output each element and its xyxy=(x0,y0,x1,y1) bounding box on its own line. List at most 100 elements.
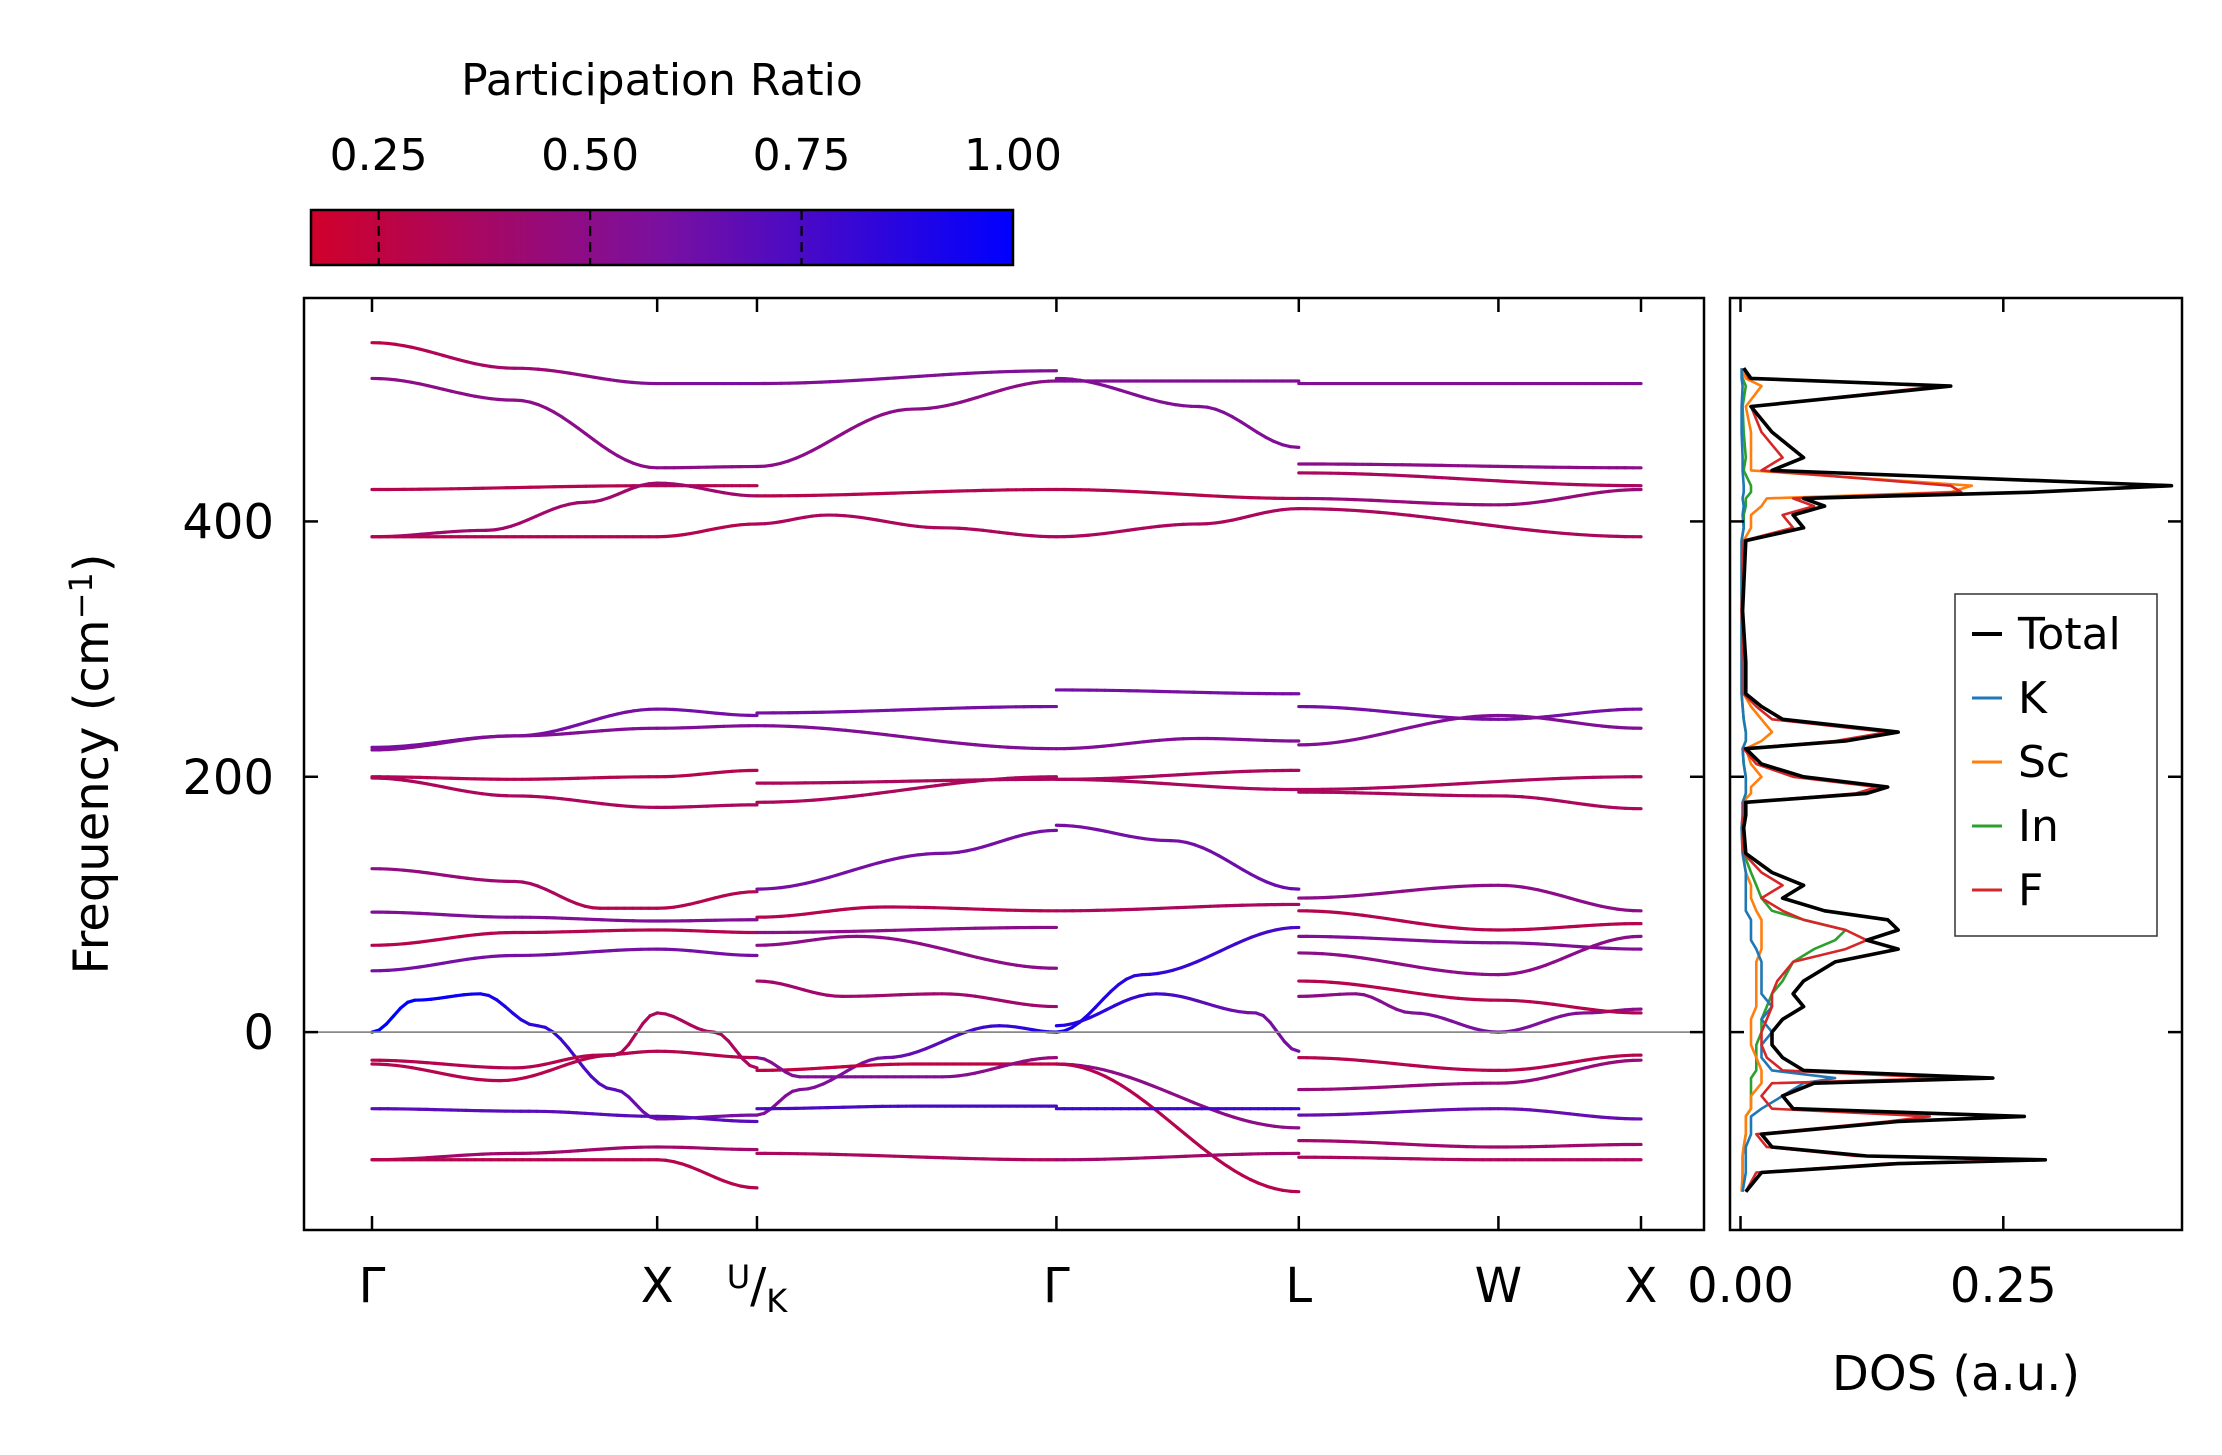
band-segment xyxy=(1184,1132,1196,1143)
band-c6 xyxy=(755,724,1059,751)
band-segment xyxy=(589,1074,601,1086)
x-tick-label: X xyxy=(641,1258,674,1314)
dos-series-total xyxy=(1740,367,2174,1193)
band-segment xyxy=(719,1032,731,1043)
band-plot-frame xyxy=(302,296,1706,1232)
band-b7 xyxy=(370,724,759,752)
band-e8 xyxy=(1297,775,1643,792)
band-segment xyxy=(627,1032,638,1047)
x-tick-label: W xyxy=(1475,1258,1522,1314)
band-c3 xyxy=(755,487,1059,498)
band-e13 xyxy=(1297,934,1643,977)
band-segment xyxy=(576,426,588,436)
legend-frame xyxy=(1954,593,2158,937)
dos-series-k xyxy=(1740,368,1837,1192)
band-e9 xyxy=(1297,790,1643,811)
dos-x-ticks: 0.00 0.25 xyxy=(1687,298,2057,1314)
band-segment xyxy=(1143,1100,1155,1110)
band-segment xyxy=(1109,982,1121,994)
dos-axis-label: DOS (a.u.) xyxy=(1832,1346,2080,1402)
legend-label-sc: Sc xyxy=(2018,737,2070,788)
band-segment xyxy=(495,998,507,1008)
band-e11 xyxy=(1297,909,1643,932)
band-segment xyxy=(1192,1139,1204,1150)
y-tick-label: 200 xyxy=(182,750,274,806)
band-segment xyxy=(511,1011,523,1022)
colorbar-ticks: 0.25 0.50 0.75 1.00 xyxy=(330,130,1062,265)
x-tick-label: X xyxy=(1625,1258,1658,1314)
band-segment xyxy=(566,1046,578,1060)
y-label-superscript: −1 xyxy=(62,572,100,619)
band-c4 xyxy=(755,513,1059,539)
band-d8 xyxy=(1054,777,1301,792)
band-d16 xyxy=(1054,1151,1301,1162)
dos-legend: Total K Sc In F xyxy=(1954,593,2158,937)
band-b4 xyxy=(370,481,759,539)
band-segment xyxy=(584,432,596,442)
x-tick-label: U/K xyxy=(727,1258,789,1320)
band-segment xyxy=(634,1102,645,1114)
x-tick-label: Γ xyxy=(359,1258,386,1314)
band-e12 xyxy=(1297,934,1643,951)
x-tick-label: L xyxy=(1285,1258,1312,1314)
colorbar-bar xyxy=(309,208,1015,267)
band-e19 xyxy=(1297,1139,1643,1149)
band-e20 xyxy=(1297,1155,1643,1162)
band-b1 xyxy=(370,341,759,386)
band-e17 xyxy=(1297,1058,1643,1092)
band-e5 xyxy=(1297,507,1643,539)
band-segment xyxy=(1085,1005,1097,1017)
band-e4 xyxy=(1297,487,1643,507)
dos-y-ticks xyxy=(1730,520,2182,1034)
band-segment xyxy=(503,1004,515,1015)
band-segment xyxy=(619,1042,631,1054)
band-segment xyxy=(733,1048,745,1061)
dos-x-tick-label: 0.25 xyxy=(1950,1258,2057,1314)
band-b5 xyxy=(370,522,759,539)
band-b11 xyxy=(370,910,759,923)
band-segment xyxy=(627,1095,638,1106)
legend-label-in: In xyxy=(2018,801,2059,852)
colorbar-title: Participation Ratio xyxy=(461,55,863,106)
colorbar-tick-label: 1.00 xyxy=(964,130,1062,181)
colorbar-tick-label: 0.25 xyxy=(330,130,428,181)
band-segment xyxy=(748,1063,759,1070)
band-segment xyxy=(1275,1030,1287,1044)
band-b16 xyxy=(370,1011,759,1083)
band-c10 xyxy=(755,905,1059,919)
y-tick-label: 400 xyxy=(182,494,274,550)
band-x-ticks: Γ X U/K Γ L W X xyxy=(359,298,1658,1320)
y-label-main: Frequency (cm xyxy=(64,619,120,974)
dos-series-f xyxy=(1740,367,2037,1193)
band-segment xyxy=(1119,1083,1131,1092)
band-c18 xyxy=(755,1151,1059,1162)
band-b19 xyxy=(370,1158,759,1190)
band-segment xyxy=(641,1014,652,1026)
band-c13 xyxy=(755,979,1059,1009)
band-c11 xyxy=(755,925,1059,935)
band-e18 xyxy=(1297,1107,1643,1121)
x-tick-label-slash: / xyxy=(750,1258,767,1314)
band-segment xyxy=(1167,1119,1180,1130)
band-d9 xyxy=(1054,823,1301,891)
band-segment xyxy=(1247,425,1259,434)
band-segment xyxy=(1261,1013,1272,1025)
frequency-axis-label: Frequency (cm−1) xyxy=(62,553,120,974)
band-segment xyxy=(1159,1112,1172,1123)
band-segment xyxy=(1230,415,1243,424)
band-segment xyxy=(592,438,604,448)
band-d14 xyxy=(1054,1062,1301,1194)
x-tick-label-denominator: K xyxy=(766,1282,788,1320)
band-segment xyxy=(1101,989,1113,1001)
band-b9 xyxy=(370,776,759,810)
band-d2 xyxy=(1054,376,1301,449)
dos-panel: 0.00 0.25 DOS (a.u.) Total K Sc In F xyxy=(1687,296,2184,1402)
band-c9 xyxy=(755,828,1059,891)
band-segment xyxy=(568,420,580,430)
band-segment xyxy=(1216,1158,1228,1167)
band-segment xyxy=(1288,445,1301,449)
band-d13 xyxy=(1054,1062,1301,1130)
band-d10 xyxy=(1054,902,1301,913)
band-c5 xyxy=(755,704,1059,715)
band-e10 xyxy=(1297,883,1643,913)
